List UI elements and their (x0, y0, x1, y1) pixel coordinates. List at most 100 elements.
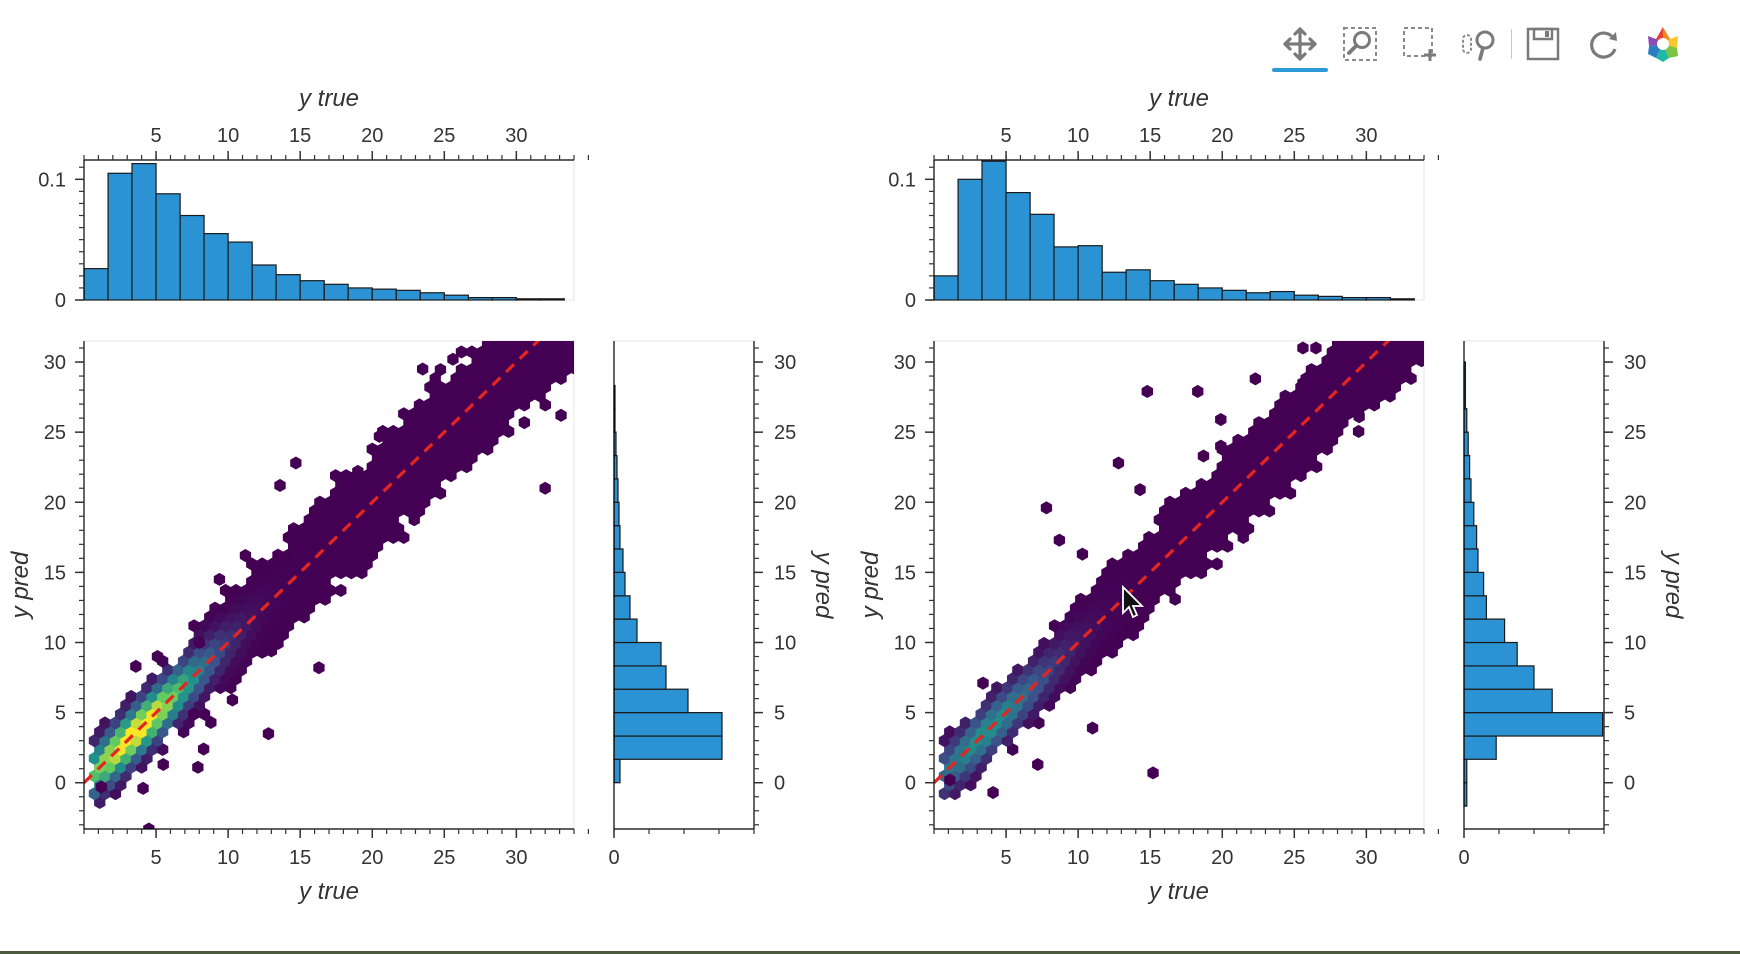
hexbin-cell (434, 363, 447, 377)
histogram-bar (371, 288, 397, 301)
hexbin-cell (282, 583, 295, 597)
hexbin-cell (88, 769, 101, 783)
hexbin-cell (1384, 371, 1396, 385)
histogram-bar (1101, 271, 1127, 301)
hexbin-cell (1295, 433, 1307, 447)
hexbin-cell (938, 751, 951, 765)
hexbin-cell (151, 716, 163, 730)
hexbin-cell (445, 380, 457, 394)
hexbin-cell (1174, 566, 1186, 580)
wheel-zoom-tool-button[interactable] (1450, 16, 1510, 72)
toolbar-separator (1511, 29, 1512, 59)
hexbin-cell (382, 522, 394, 536)
hexbin-cell (398, 442, 410, 456)
hexbin-cell (251, 566, 263, 580)
hexbin-cell (466, 363, 478, 377)
x-axis-title: y true (1147, 85, 1209, 112)
hexbin-cell (949, 751, 961, 765)
hexbin-cell (350, 539, 363, 553)
hexbin-cell (309, 592, 321, 606)
hexbin-cell (136, 760, 148, 774)
hexbin-cell (130, 734, 143, 748)
hexbin-cell (240, 601, 253, 615)
hexbin-cell (272, 583, 284, 597)
histogram-bar (227, 241, 253, 301)
hexbin-cell (1290, 460, 1302, 474)
hexbin-cell (1342, 354, 1354, 368)
hexbin-cell (219, 583, 232, 597)
histogram-bar (1389, 298, 1415, 301)
x-axis-title: y true (297, 85, 359, 112)
hexbin-cell (157, 672, 169, 686)
hexbin-cell (1180, 486, 1192, 500)
hexbin-cell (492, 424, 504, 438)
hexbin-cell (398, 407, 410, 421)
hexbin-outlier-cell (481, 380, 494, 394)
pan-tool-button[interactable] (1270, 16, 1330, 72)
hexbin-cell (403, 416, 415, 430)
x-tick-label: 10 (1067, 847, 1089, 869)
histogram-bar (1463, 712, 1604, 737)
hexbin-cell (576, 354, 587, 367)
hexbin-cell (251, 583, 263, 597)
hexbin-cell (450, 460, 462, 474)
hexbin-cell (1269, 477, 1281, 491)
hexbin-cell (1263, 469, 1276, 483)
hexbin-cell (544, 371, 557, 385)
hexbin-cell (1007, 689, 1019, 703)
hexbin-cell (1143, 583, 1155, 597)
hexbin-cell (1337, 363, 1349, 377)
hexbin-cell (1001, 716, 1013, 730)
hexbin-cell (429, 460, 441, 474)
hexbin-cell (115, 778, 127, 792)
hexbin-cell (272, 619, 284, 633)
hexbin-cell (188, 672, 200, 686)
hexbin-cell (256, 592, 268, 606)
hexbin-outlier-cell (213, 572, 226, 586)
hexbin-cell (1048, 619, 1061, 633)
hexbin-cell (162, 716, 174, 730)
hexbin-cell (1311, 442, 1323, 456)
box-zoom-tool-button[interactable] (1330, 16, 1390, 72)
hexbin-cell (225, 645, 237, 659)
box-select-tool-button[interactable] (1390, 16, 1450, 72)
hexbin-cell (1148, 592, 1160, 606)
hexbin-cell (1342, 341, 1354, 350)
hexbin-cell (1295, 398, 1307, 412)
hexbin-cell (1248, 424, 1260, 438)
hexbin-cell (1379, 380, 1391, 394)
bokeh-logo-link[interactable] (1633, 16, 1693, 72)
hexbin-cell (230, 672, 242, 686)
hexbin-cell (1054, 681, 1066, 695)
hexbin-cell (256, 645, 268, 659)
hexbin-cell (1295, 451, 1307, 465)
hexbin-cell (413, 398, 426, 412)
y-tick-label: 15 (44, 562, 66, 584)
hexbin-cell (1180, 504, 1192, 518)
hexbin-cell (88, 751, 101, 765)
hexbin-outlier-cell (1141, 384, 1153, 398)
hexbin-cell (1138, 610, 1150, 624)
hexbin-cell (1117, 610, 1129, 624)
hexbin-cell (109, 787, 122, 801)
hexbin-cell (502, 407, 515, 421)
reset-tool-button[interactable] (1573, 16, 1633, 72)
hexbin-cell (387, 495, 399, 509)
hexbin-cell (413, 504, 426, 518)
hexbin-cell (1206, 530, 1218, 544)
hexbin-cell (356, 477, 368, 491)
hexbin-cell (398, 424, 410, 438)
hexbin-cell (1253, 469, 1265, 483)
hexbin-cell (130, 698, 143, 712)
window-bottom-edge (0, 951, 1740, 954)
histogram-bar (1149, 280, 1175, 301)
hexbin-cell (1300, 424, 1312, 438)
save-tool-button[interactable] (1513, 16, 1573, 72)
hexbin-cell (1153, 583, 1166, 597)
hexbin-cell (949, 787, 961, 801)
hexbin-cell (1394, 354, 1407, 368)
hexbin-outlier-cell (1086, 721, 1099, 735)
hexbin-cell (1321, 354, 1333, 368)
hexbin-cell (1001, 681, 1013, 695)
